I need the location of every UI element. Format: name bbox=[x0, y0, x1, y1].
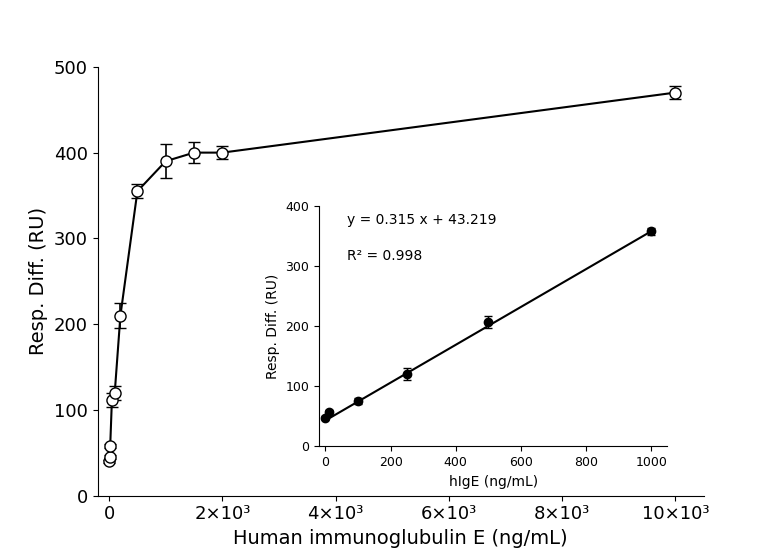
Y-axis label: Resp. Diff. (RU): Resp. Diff. (RU) bbox=[266, 273, 280, 379]
Y-axis label: Resp. Diff. (RU): Resp. Diff. (RU) bbox=[30, 207, 48, 355]
X-axis label: hIgE (ng/mL): hIgE (ng/mL) bbox=[449, 475, 538, 488]
X-axis label: Human immunoglubulin E (ng/mL): Human immunoglubulin E (ng/mL) bbox=[234, 529, 568, 548]
Text: R² = 0.998: R² = 0.998 bbox=[347, 250, 422, 263]
Text: y = 0.315 x + 43.219: y = 0.315 x + 43.219 bbox=[347, 213, 497, 227]
